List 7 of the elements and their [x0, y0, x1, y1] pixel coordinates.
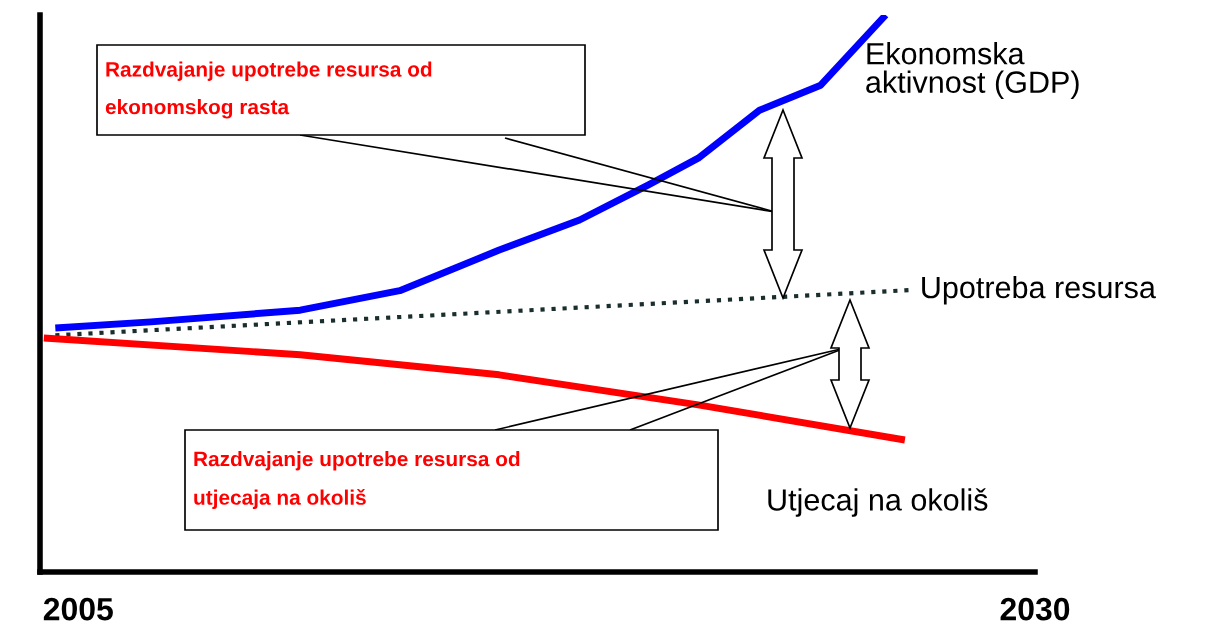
annotation: Razdvajanje upotrebe resursa od utjecaja na okoliš: [194, 451, 520, 509]
text: Utjecaj na okoliš: [768, 488, 988, 517]
x-tick-label: 2005: [43, 597, 113, 621]
annotation: Razdvajanje upotrebe resursa od ekonomskog rasta: [105, 61, 432, 119]
x-tick-label: 2030: [1000, 597, 1070, 621]
series-label: Upotreba resursa: [922, 275, 1156, 305]
series-label: Ekonomska aktivnost (GDP): [866, 42, 1079, 100]
